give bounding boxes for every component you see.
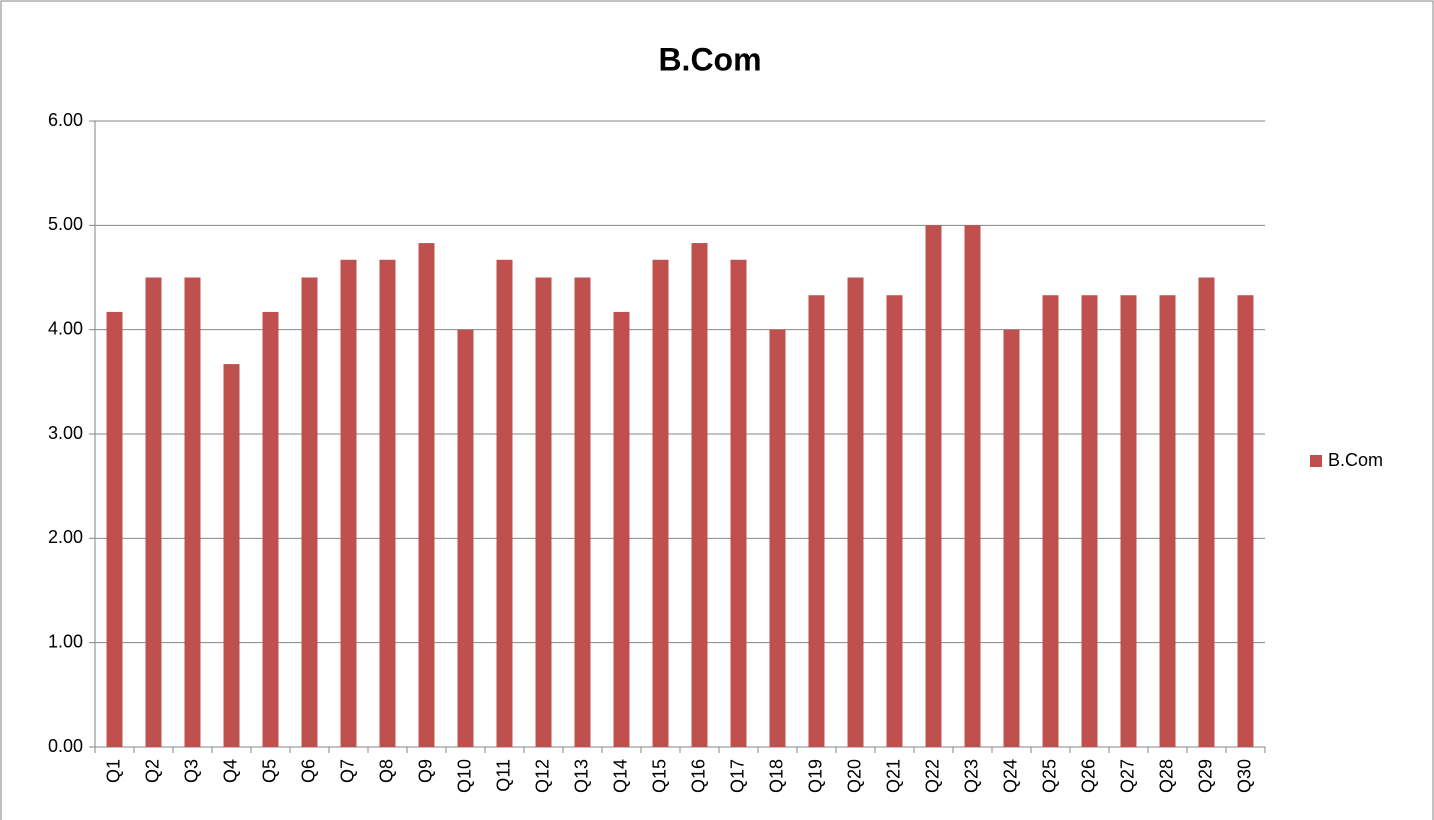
x-tick-label: Q23: [961, 759, 981, 793]
x-tick-label: Q29: [1195, 759, 1215, 793]
bar: [418, 243, 435, 747]
x-tick-label: Q26: [1078, 759, 1098, 793]
x-tick-label: Q12: [532, 759, 552, 793]
x-tick-label: Q14: [610, 759, 630, 793]
bar: [574, 277, 591, 747]
bar: [1081, 295, 1098, 747]
y-tick-label: 6.00: [48, 110, 83, 130]
x-tick-label: Q2: [142, 759, 162, 783]
x-tick-label: Q21: [883, 759, 903, 793]
bar: [379, 259, 396, 747]
bar: [847, 277, 864, 747]
x-tick-label: Q6: [298, 759, 318, 783]
x-tick-label: Q28: [1156, 759, 1176, 793]
bar: [652, 259, 669, 747]
bar: [691, 243, 708, 747]
y-tick-label: 5.00: [48, 214, 83, 234]
bar: [1003, 329, 1020, 747]
x-tick-label: Q9: [415, 759, 435, 783]
bar: [1159, 295, 1176, 747]
x-tick-label: Q5: [259, 759, 279, 783]
y-tick-label: 0.00: [48, 736, 83, 756]
bar: [223, 364, 240, 747]
bar: [301, 277, 318, 747]
bar: [1120, 295, 1137, 747]
x-tick-label: Q19: [805, 759, 825, 793]
x-tick-label: Q7: [337, 759, 357, 783]
bar: [184, 277, 201, 747]
x-tick-label: Q8: [376, 759, 396, 783]
x-tick-label: Q22: [922, 759, 942, 793]
bar: [886, 295, 903, 747]
x-tick-label: Q13: [571, 759, 591, 793]
bar: [496, 259, 513, 747]
x-tick-label: Q4: [220, 759, 240, 783]
x-tick-label: Q15: [649, 759, 669, 793]
y-tick-label: 1.00: [48, 631, 83, 651]
bar: [964, 225, 981, 748]
bar: [769, 329, 786, 747]
x-tick-label: Q16: [688, 759, 708, 793]
legend-label: B.Com: [1328, 450, 1383, 470]
legend-swatch: [1310, 455, 1322, 467]
bar: [262, 311, 279, 747]
bar: [730, 259, 747, 747]
x-tick-label: Q18: [766, 759, 786, 793]
x-tick-label: Q11: [493, 759, 513, 792]
x-tick-label: Q17: [727, 759, 747, 793]
x-tick-label: Q10: [454, 759, 474, 793]
x-tick-label: Q24: [1000, 759, 1020, 793]
bar: [1198, 277, 1215, 747]
bar: [1042, 295, 1059, 747]
bar: [613, 311, 630, 747]
x-tick-label: Q25: [1039, 759, 1059, 793]
x-tick-label: Q27: [1117, 759, 1137, 793]
y-tick-label: 2.00: [48, 527, 83, 547]
bar: [340, 259, 357, 747]
y-tick-label: 3.00: [48, 423, 83, 443]
x-tick-label: Q3: [181, 759, 201, 783]
bar: [145, 277, 162, 747]
bar: [106, 311, 123, 747]
y-tick-label: 4.00: [48, 318, 83, 338]
bar: [925, 225, 942, 748]
x-tick-label: Q20: [844, 759, 864, 793]
x-tick-label: Q30: [1234, 759, 1254, 793]
bar: [535, 277, 552, 747]
bar: [1237, 295, 1254, 747]
bar: [457, 329, 474, 747]
bar: [808, 295, 825, 747]
chart-title: B.Com: [658, 41, 761, 77]
x-tick-label: Q1: [103, 759, 123, 783]
